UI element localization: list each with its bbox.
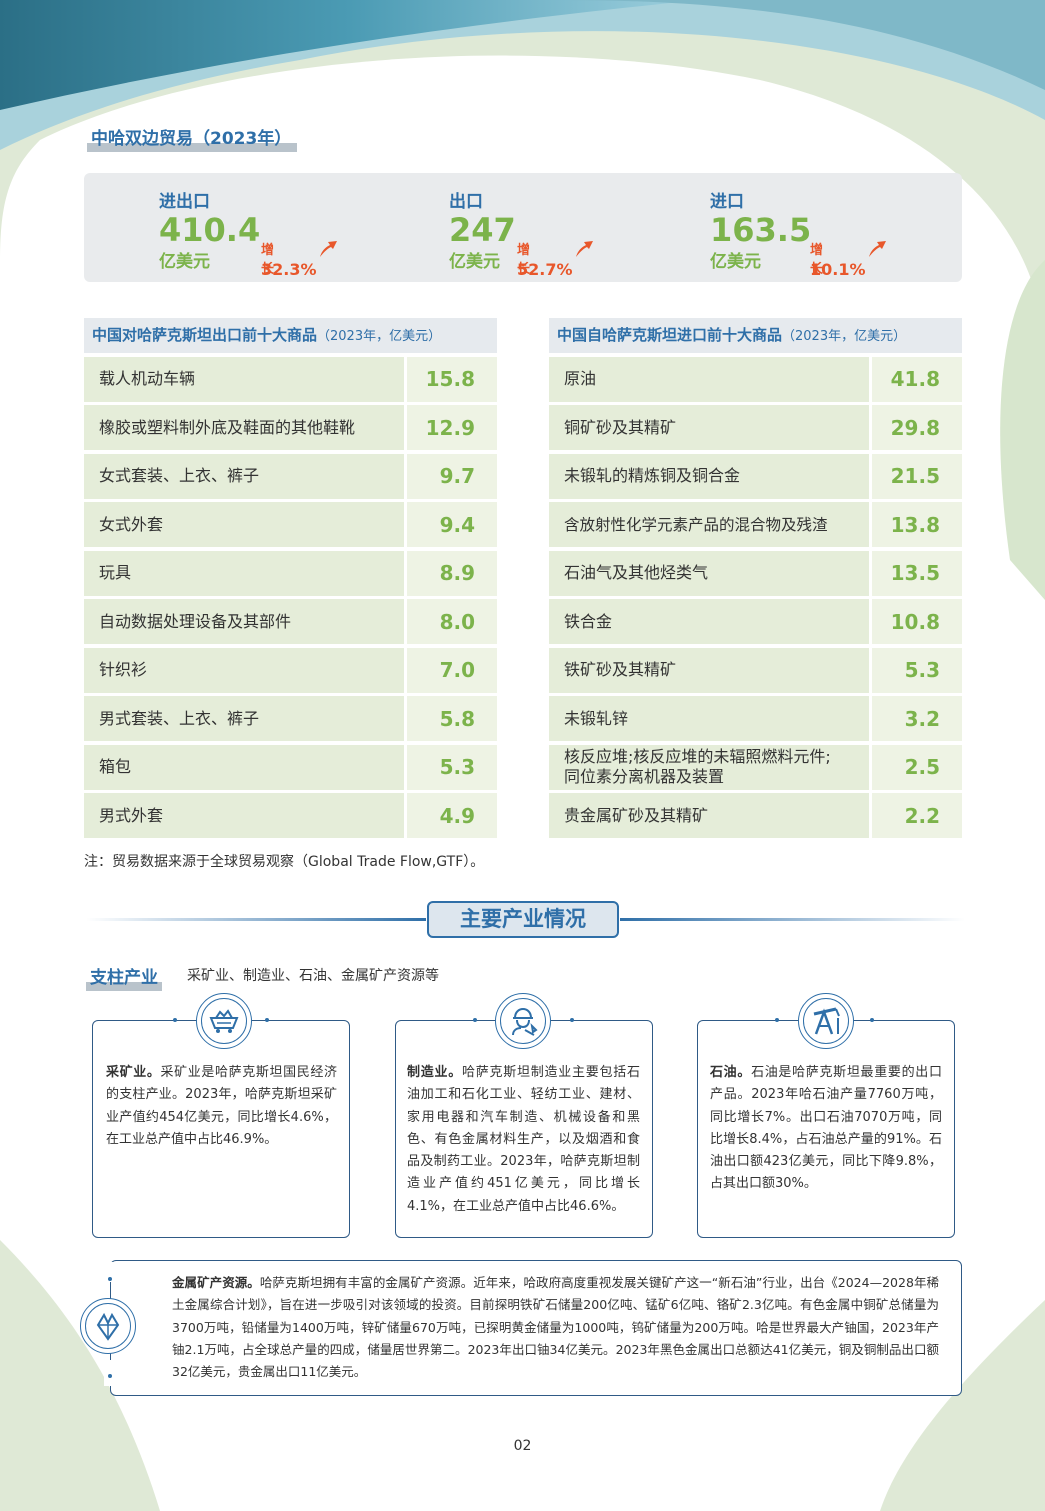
stat-label: 进口 — [710, 192, 744, 212]
table-row: 未锻轧的精炼铜及铜合金 21.5 — [549, 453, 962, 499]
crystal-icon — [80, 1298, 136, 1354]
source-note: 注：贸易数据来源于全球贸易观察（Global Trade Flow,GTF）。 — [84, 854, 485, 870]
stat-label: 出口 — [449, 192, 483, 212]
oil-card: 石油。石油是哈萨克斯坦最重要的出口产品。2023年哈石油产量7760万吨，同比增… — [697, 1020, 955, 1238]
trade-section-title: 中哈双边贸易（2023年） — [87, 124, 298, 152]
table-row: 自动数据处理设备及其部件 8.0 — [84, 599, 497, 644]
growth-arrow-icon — [869, 241, 886, 257]
table-row: 男式套装、上衣、裤子 5.8 — [84, 696, 497, 741]
export-top10-table: 中国对哈萨克斯坦出口前十大商品（2023年，亿美元） 载人机动车辆 15.8 橡胶… — [84, 318, 497, 838]
growth-value: 32.3% — [261, 260, 317, 279]
stat-import: 进口 163.5 亿美元 增长 10.1% — [710, 187, 886, 279]
table-row: 原油 41.8 — [549, 356, 962, 402]
import-top10-table: 中国自哈萨克斯坦进口前十大商品（2023年，亿美元） 原油 41.8 铜矿砂及其精… — [549, 318, 962, 838]
growth-label: 增长 — [810, 243, 824, 277]
mining-card: 采矿业。采矿业是哈萨克斯坦国民经济的支柱产业。2023年，哈萨克斯坦采矿业产值约… — [92, 1020, 350, 1238]
page-number: 02 — [513, 1438, 532, 1454]
table-row: 女式外套 9.4 — [84, 502, 497, 547]
stat-unit: 亿美元 — [449, 252, 500, 272]
pillar-industry-subtitle: 采矿业、制造业、石油、金属矿产资源等 — [187, 968, 439, 984]
stat-value: 163.5 — [710, 211, 812, 249]
table-row: 橡胶或塑料制外底及鞋面的其他鞋靴 12.9 — [84, 405, 497, 450]
metal-resources-card: 金属矿产资源。哈萨克斯坦拥有丰富的金属矿产资源。近年来，哈政府高度重视发展关键矿… — [110, 1260, 962, 1396]
table-row: 贵金属矿砂及其精矿 2.2 — [549, 793, 962, 838]
stat-value: 247 — [449, 211, 516, 249]
table-row: 男式外套 4.9 — [84, 793, 497, 838]
table-row: 核反应堆;核反应堆的未辐照燃料元件; 同位素分离机器及装置 2.5 — [549, 744, 962, 790]
stat-total: 进出口 410.4 亿美元 增长 32.3% — [159, 187, 337, 279]
growth-value: 52.7% — [517, 260, 573, 279]
trade-stats-box: 进出口 410.4 亿美元 增长 32.3% 出口 247 亿美元 增长 52.… — [84, 173, 962, 282]
stat-export: 出口 247 亿美元 增长 52.7% — [449, 187, 593, 279]
table-row: 铜矿砂及其精矿 29.8 — [549, 405, 962, 450]
growth-arrow-icon — [576, 241, 593, 257]
table-row: 石油气及其他烃类气 13.5 — [549, 550, 962, 596]
oil-pump-icon — [798, 993, 854, 1049]
stat-unit: 亿美元 — [710, 252, 761, 272]
worker-wrench-icon — [495, 993, 551, 1049]
pillar-industry-title: 支柱产业 — [86, 963, 162, 991]
stat-label: 进出口 — [159, 192, 210, 212]
table-row: 铁矿砂及其精矿 5.3 — [549, 647, 962, 693]
stat-value: 410.4 — [159, 211, 261, 249]
growth-label: 增长 — [517, 243, 531, 277]
import-table-title: 中国自哈萨克斯坦进口前十大商品（2023年，亿美元） — [549, 318, 962, 353]
table-row: 箱包 5.3 — [84, 744, 497, 790]
heading-line-right — [620, 918, 965, 921]
heading-line-left — [86, 918, 426, 921]
table-row: 含放射性化学元素产品的混合物及残渣 13.8 — [549, 502, 962, 547]
growth-value: 10.1% — [810, 260, 866, 279]
table-row: 玩具 8.9 — [84, 550, 497, 596]
table-row: 载人机动车辆 15.8 — [84, 356, 497, 402]
main-industry-heading: 主要产业情况 — [427, 901, 619, 938]
table-row: 女式套装、上衣、裤子 9.7 — [84, 453, 497, 499]
table-row: 针织衫 7.0 — [84, 647, 497, 693]
export-table-title: 中国对哈萨克斯坦出口前十大商品（2023年，亿美元） — [84, 318, 497, 353]
manufacturing-card: 制造业。哈萨克斯坦制造业主要包括石油加工和石化工业、轻纺工业、建材、家用电器和汽… — [395, 1020, 653, 1238]
table-row: 铁合金 10.8 — [549, 599, 962, 644]
mining-cart-icon — [196, 993, 252, 1049]
table-row: 未锻轧锌 3.2 — [549, 696, 962, 741]
growth-label: 增长 — [261, 243, 275, 277]
stat-unit: 亿美元 — [159, 252, 210, 272]
growth-arrow-icon — [320, 241, 337, 257]
